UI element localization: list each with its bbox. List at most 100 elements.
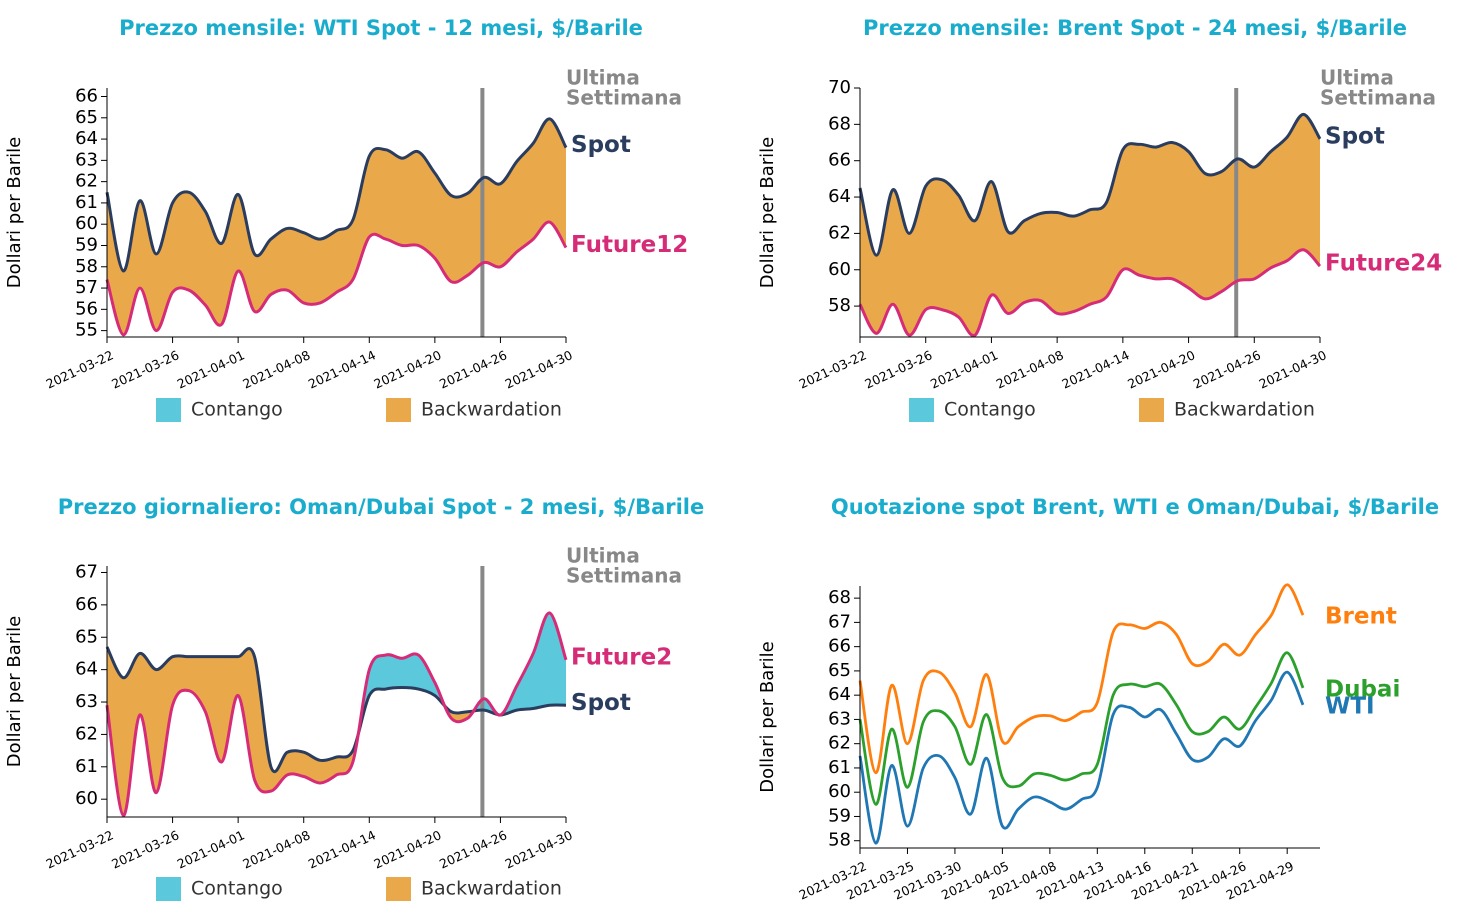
series-label: Spot: [571, 690, 631, 716]
contango-area: [500, 612, 566, 715]
y-tick-label: 60: [828, 781, 851, 802]
series-label: Dubai: [1325, 676, 1400, 702]
x-tick-label: 2021-04-01: [928, 347, 1000, 391]
legend-swatch: [156, 877, 181, 901]
series-label: Future2: [571, 644, 672, 670]
x-tick-label: 2021-03-22: [44, 347, 116, 391]
x-tick-label: 2021-03-26: [109, 827, 181, 871]
y-tick-label: 68: [828, 587, 851, 608]
y-tick-label: 70: [828, 77, 851, 98]
x-tick-label: 2021-03-22: [797, 347, 869, 391]
legend-label: Contango: [191, 878, 283, 900]
y-tick-label: 64: [75, 128, 98, 149]
x-tick-label: 2021-04-08: [994, 347, 1066, 391]
series-line: [105, 220, 568, 337]
y-tick-label: 67: [75, 561, 98, 582]
series-line: [858, 670, 1305, 845]
annotation: Ultima: [566, 544, 640, 568]
y-tick-label: 62: [75, 171, 98, 192]
x-tick-label: 2021-04-26: [437, 347, 509, 391]
y-tick-label: 62: [75, 723, 98, 744]
series-label: WTI: [1325, 693, 1375, 719]
series-line: [105, 611, 568, 817]
y-tick-label: 66: [75, 86, 98, 107]
legend-swatch: [386, 877, 411, 901]
y-tick-label: 58: [75, 256, 98, 277]
series-line: [858, 248, 1322, 338]
series-line: [858, 651, 1305, 806]
x-tick-label: 2021-04-08: [240, 827, 312, 871]
y-tick-label: 66: [75, 594, 98, 615]
y-tick-label: 65: [75, 107, 98, 128]
legend-swatch: [909, 398, 934, 422]
legend-label: Backwardation: [421, 878, 562, 900]
y-tick-label: 59: [75, 234, 98, 255]
y-tick-label: 64: [828, 684, 851, 705]
y-tick-label: 62: [828, 733, 851, 754]
x-tick-label: 2021-04-08: [240, 347, 312, 391]
y-tick-label: 60: [75, 213, 98, 234]
y-tick-label: 57: [75, 277, 98, 298]
chart-title: Prezzo mensile: WTI Spot - 12 mesi, $/Ba…: [119, 16, 643, 40]
y-tick-label: 63: [75, 149, 98, 170]
chart-panel: Prezzo mensile: Brent Spot - 24 mesi, $/…: [757, 16, 1442, 422]
legend-swatch: [386, 398, 411, 422]
y-axis-label: Dollari per Barile: [757, 137, 778, 289]
y-tick-label: 60: [828, 259, 851, 280]
annotation: Settimana: [1320, 86, 1436, 110]
y-tick-label: 64: [75, 659, 98, 680]
x-tick-label: 2021-04-20: [371, 827, 443, 871]
x-tick-label: 2021-04-01: [175, 827, 247, 871]
x-tick-label: 2021-03-26: [862, 347, 934, 391]
chart-title: Prezzo giornaliero: Oman/Dubai Spot - 2 …: [58, 495, 705, 519]
x-tick-label: 2021-04-30: [503, 827, 575, 871]
series-line: [105, 646, 567, 774]
y-tick-label: 66: [828, 150, 851, 171]
chart-panel: Prezzo giornaliero: Oman/Dubai Spot - 2 …: [4, 495, 704, 901]
y-tick-label: 63: [828, 708, 851, 729]
y-axis-label: Dollari per Barile: [757, 641, 778, 793]
legend-swatch: [1139, 398, 1164, 422]
chart-panel: Prezzo mensile: WTI Spot - 12 mesi, $/Ba…: [4, 16, 688, 422]
backwardation-area: [107, 118, 566, 335]
y-tick-label: 63: [75, 691, 98, 712]
x-tick-label: 2021-04-14: [1059, 347, 1131, 391]
y-tick-label: 66: [828, 636, 851, 657]
y-tick-label: 56: [75, 298, 98, 319]
series-line: [105, 117, 568, 273]
y-tick-label: 60: [75, 788, 98, 809]
legend-label: Contango: [944, 399, 1036, 421]
series-label: Future12: [571, 232, 688, 258]
series-label: Spot: [1325, 123, 1385, 149]
legend-swatch: [156, 398, 181, 422]
series-label: Brent: [1325, 604, 1397, 630]
y-tick-label: 67: [828, 611, 851, 632]
legend-label: Contango: [191, 399, 283, 421]
x-tick-label: 2021-04-26: [1191, 347, 1263, 391]
y-axis-label: Dollari per Barile: [4, 616, 25, 768]
legend-label: Backwardation: [421, 399, 562, 421]
y-tick-label: 61: [828, 757, 851, 778]
contango-area: [358, 653, 445, 734]
y-tick-label: 64: [828, 186, 851, 207]
legend-label: Backwardation: [1174, 399, 1315, 421]
y-axis-label: Dollari per Barile: [4, 137, 25, 289]
x-tick-label: 2021-04-26: [437, 827, 509, 871]
chart-title: Prezzo mensile: Brent Spot - 24 mesi, $/…: [863, 16, 1407, 40]
x-tick-label: 2021-04-20: [371, 347, 443, 391]
y-tick-label: 65: [828, 660, 851, 681]
x-tick-label: 2021-04-20: [1125, 347, 1197, 391]
chart-panel: Quotazione spot Brent, WTI e Oman/Dubai,…: [757, 495, 1439, 903]
y-tick-label: 62: [828, 222, 851, 243]
x-tick-label: 2021-04-14: [306, 827, 378, 871]
annotation: Ultima: [1320, 66, 1394, 90]
x-tick-label: 2021-03-26: [109, 347, 181, 391]
annotation: Settimana: [566, 86, 682, 110]
chart-title: Quotazione spot Brent, WTI e Oman/Dubai,…: [831, 495, 1439, 519]
series-label: Future24: [1325, 251, 1442, 277]
series-label: Spot: [571, 132, 631, 158]
y-tick-label: 61: [75, 756, 98, 777]
y-tick-label: 58: [828, 830, 851, 851]
series-line: [858, 583, 1305, 775]
